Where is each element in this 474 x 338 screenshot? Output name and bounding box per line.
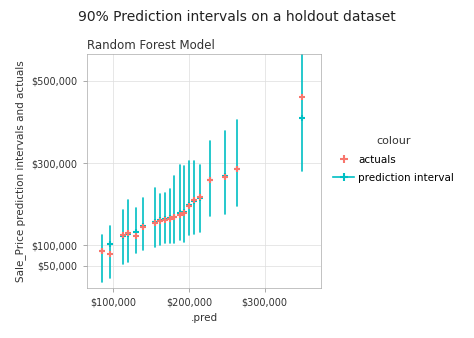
Text: 90% Prediction intervals on a holdout dataset: 90% Prediction intervals on a holdout da… [78, 10, 396, 24]
Text: Random Forest Model: Random Forest Model [87, 39, 215, 52]
Y-axis label: Sale_Price prediction intervals and actuals: Sale_Price prediction intervals and actu… [15, 61, 26, 282]
Legend: actuals, prediction interval: actuals, prediction interval [331, 134, 456, 185]
X-axis label: .pred: .pred [191, 313, 218, 323]
